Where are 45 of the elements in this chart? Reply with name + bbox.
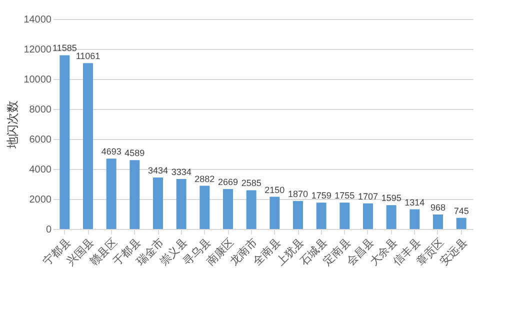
- y-tick-label: 2000: [29, 194, 52, 206]
- data-label: 3434: [148, 165, 168, 176]
- bar: [130, 160, 140, 229]
- bar: [176, 178, 186, 229]
- data-label: 1595: [381, 193, 402, 204]
- y-tick-label: 8000: [29, 104, 52, 116]
- bar: [223, 188, 233, 229]
- data-label: 2882: [194, 174, 215, 184]
- y-tick-label: 4000: [29, 164, 52, 176]
- bar: [270, 196, 280, 229]
- y-tick-label: 12000: [24, 44, 52, 56]
- data-label: 3334: [171, 166, 192, 177]
- bar: [106, 158, 116, 229]
- data-label: 745: [454, 206, 469, 216]
- data-label: 1759: [311, 190, 332, 201]
- data-label: 1755: [334, 190, 355, 201]
- y-tick-label: 14000: [24, 14, 52, 26]
- bar: [153, 177, 163, 229]
- bar: [386, 205, 396, 229]
- data-label: 1870: [288, 188, 308, 199]
- y-tick-label: 10000: [24, 74, 52, 86]
- bar: [410, 209, 420, 229]
- data-label: 968: [430, 202, 446, 212]
- bar: [200, 186, 210, 229]
- bar: [340, 202, 350, 229]
- y-axis-title: 地闪次数: [6, 100, 20, 150]
- data-label: 11585: [52, 43, 77, 54]
- bar: [456, 218, 466, 229]
- bar: [433, 214, 443, 229]
- data-label: 2585: [241, 178, 262, 188]
- y-tick-label: 6000: [29, 134, 52, 146]
- data-label: 1707: [358, 191, 378, 202]
- y-tick-label: 0: [46, 224, 52, 236]
- data-label: 4693: [101, 146, 122, 157]
- data-label: 11061: [76, 51, 100, 62]
- data-label: 1314: [404, 197, 425, 208]
- data-label: 2669: [218, 176, 238, 187]
- data-label: 2150: [264, 184, 285, 195]
- bar: [293, 200, 303, 229]
- bar: [363, 203, 373, 229]
- bar: [246, 190, 256, 229]
- data-label: 4589: [124, 148, 145, 158]
- bar: [60, 55, 70, 229]
- bar: [83, 63, 93, 229]
- bar: [316, 202, 326, 229]
